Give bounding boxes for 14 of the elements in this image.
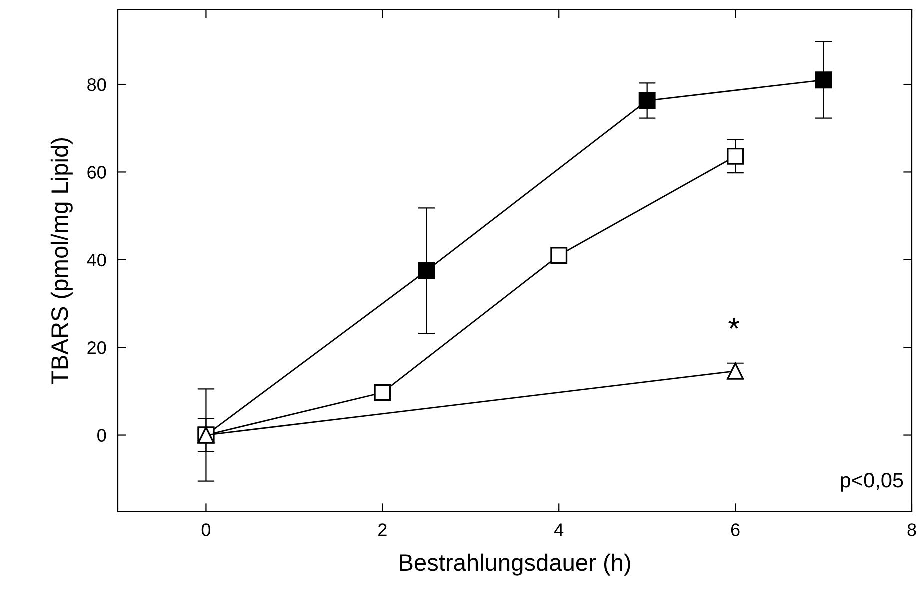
y-tick-label: 0 <box>98 429 106 442</box>
x-tick-label: 8 <box>908 524 916 536</box>
x-tick-label: 4 <box>554 524 564 536</box>
y-tick-label: 60 <box>88 166 106 179</box>
y-tick-label: 80 <box>88 78 106 92</box>
y-axis-title: TBARS (pmol/mg Lipid) <box>50 138 73 384</box>
x-tick-label: 2 <box>378 524 387 536</box>
x-tick-label: 0 <box>202 524 211 536</box>
x-tick-label: 6 <box>731 524 740 536</box>
x-axis-title: Bestrahlungsdauer (h) <box>400 554 630 576</box>
y-tick-label: 40 <box>87 254 106 267</box>
annotation: p<0,05 <box>841 473 904 492</box>
annotation: * <box>728 318 740 329</box>
y-tick-label: 20 <box>88 342 106 354</box>
